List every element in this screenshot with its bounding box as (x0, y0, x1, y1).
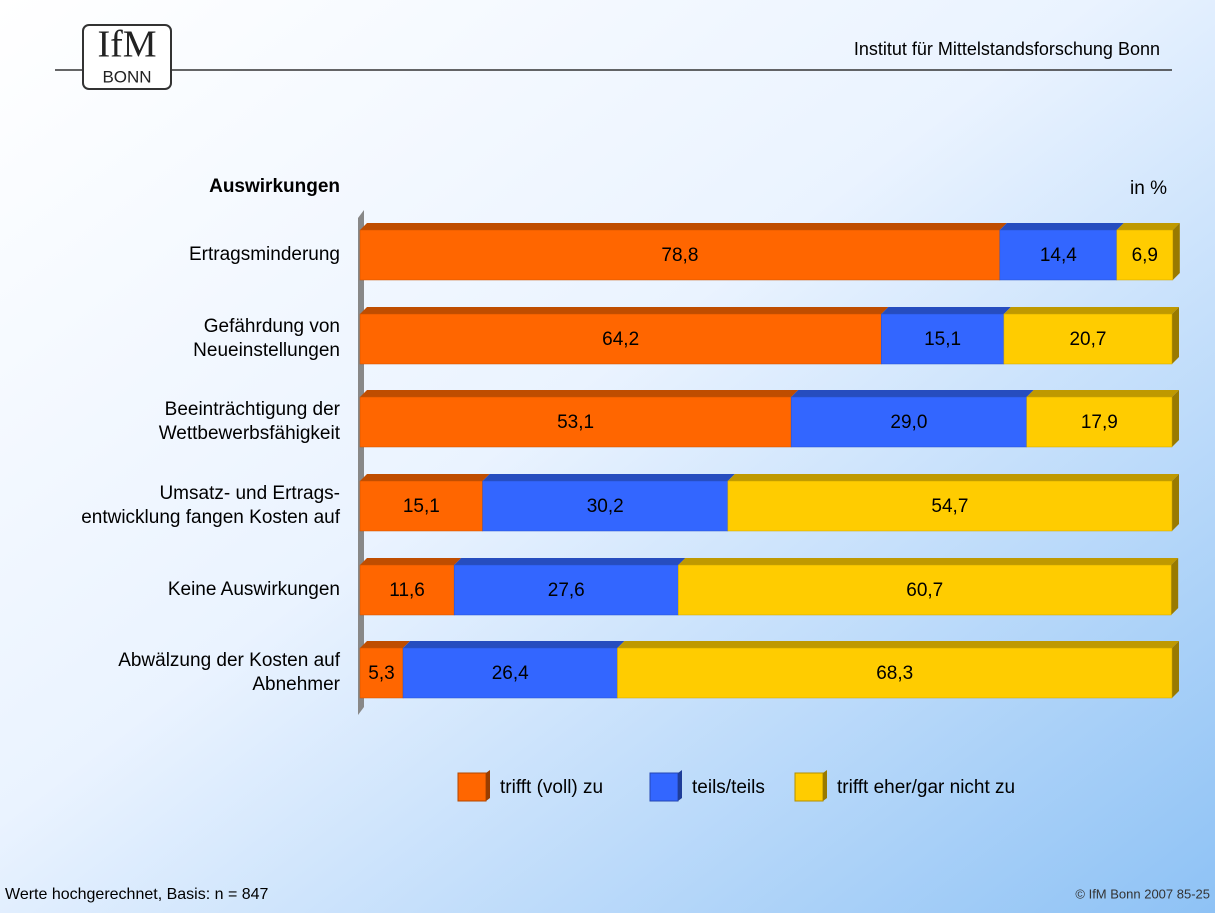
legend-swatch-side (486, 770, 490, 801)
bar-top (678, 558, 1179, 565)
bar (1116, 229, 1174, 281)
bar (482, 480, 729, 532)
bar (678, 564, 1172, 616)
bar (359, 396, 792, 448)
bar-top (1026, 390, 1179, 397)
bar (1003, 313, 1173, 365)
bar-side (1172, 474, 1179, 531)
bar-top (360, 558, 462, 565)
axis-line (358, 210, 364, 715)
value-label: 26,4 (492, 663, 529, 684)
bar-top (403, 641, 625, 648)
legend-swatch (457, 772, 487, 802)
bar (359, 480, 483, 532)
bar (359, 647, 404, 699)
copyright: © IfM Bonn 2007 85-25 (1075, 886, 1210, 901)
bar (999, 229, 1118, 281)
bar-top (360, 307, 889, 314)
value-label: 29,0 (890, 412, 927, 433)
header-title: Institut für Mittelstandsforschung Bonn (854, 39, 1160, 59)
value-label: 5,3 (368, 663, 394, 684)
bar (359, 564, 455, 616)
bar-side (1172, 641, 1179, 698)
legend-swatch-side (678, 770, 682, 801)
bar (402, 647, 618, 699)
bar (617, 647, 1173, 699)
value-label: 20,7 (1069, 329, 1106, 350)
bar (1026, 396, 1173, 448)
logo-text: BONN (102, 67, 151, 86)
bar (453, 564, 679, 616)
legend-swatch (649, 772, 679, 802)
bar-top (454, 558, 686, 565)
bar-side (1171, 558, 1179, 615)
value-label: 68,3 (876, 663, 913, 684)
bar-top (360, 223, 1007, 230)
bar (359, 313, 882, 365)
bar-side (1172, 390, 1179, 447)
value-label: 53,1 (557, 412, 594, 433)
bar (359, 229, 1001, 281)
value-label: 60,7 (906, 580, 943, 601)
y-tick-label: Umsatz- und Ertrags-entwicklung fangen K… (81, 483, 341, 528)
y-tick-label: Keine Auswirkungen (168, 579, 340, 600)
value-label: 15,1 (403, 496, 440, 517)
value-label: 27,6 (548, 580, 585, 601)
bar-top (360, 641, 411, 648)
bar-top (1003, 307, 1179, 314)
bar-top (360, 474, 490, 481)
legend-label: teils/teils (692, 777, 765, 798)
value-label: 78,8 (661, 245, 698, 266)
legend-swatch (794, 772, 824, 802)
y-tick-label: Gefährdung von Neueinstellungen (193, 316, 340, 361)
bar-top (482, 474, 735, 481)
bar (727, 480, 1173, 532)
y-tick-label: Ertragsminderung (189, 244, 340, 265)
value-label: 54,7 (931, 496, 968, 517)
value-label: 14,4 (1040, 245, 1077, 266)
y-tick-label: Abwälzung der Kosten auf Abnehmer (118, 650, 341, 695)
bar-top (999, 223, 1124, 230)
y-tick-label: Beeinträchtigung der Wettbewerbsfähigkeit (159, 399, 341, 444)
value-label: 15,1 (924, 329, 961, 350)
axis-title: Auswirkungen (209, 176, 340, 197)
logo-text: IfM (97, 24, 156, 66)
unit-label: in % (1130, 178, 1167, 199)
value-label: 64,2 (602, 329, 639, 350)
legend-label: trifft (voll) zu (500, 777, 603, 798)
logo-box (82, 24, 172, 90)
value-label: 6,9 (1132, 245, 1158, 266)
legend-label: trifft eher/gar nicht zu (837, 777, 1015, 798)
legend-swatch-side (823, 770, 827, 801)
bar-side (1172, 307, 1179, 364)
bar-top (881, 307, 1011, 314)
bar-top (1116, 223, 1180, 230)
bar-top (360, 390, 799, 397)
bar-top (617, 641, 1179, 648)
value-label: 30,2 (587, 496, 624, 517)
footnote: Werte hochgerechnet, Basis: n = 847 (5, 886, 269, 903)
value-label: 17,9 (1081, 412, 1118, 433)
bar-side (1172, 223, 1180, 280)
bar (881, 313, 1005, 365)
bar-top (791, 390, 1034, 397)
value-label: 11,6 (389, 580, 425, 601)
bar (790, 396, 1027, 448)
bar-top (727, 474, 1179, 481)
